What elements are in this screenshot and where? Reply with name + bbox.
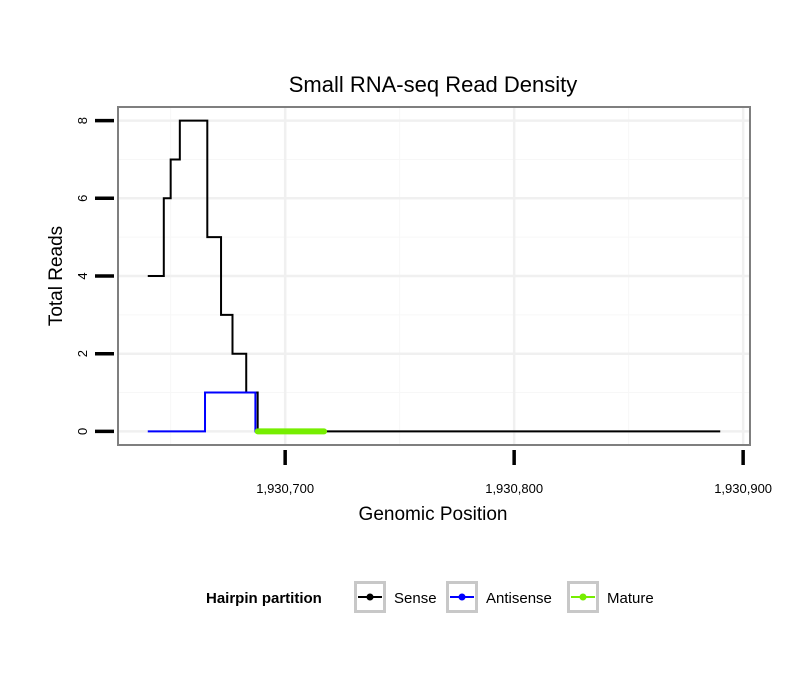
y-axis: 0 2 4 6 8: [75, 117, 114, 435]
series-layer: [147, 119, 721, 435]
legend-label: Antisense: [486, 590, 552, 607]
y-tick-label: 6: [75, 195, 90, 202]
y-tick-label: 4: [75, 272, 90, 279]
plot-border: [117, 106, 751, 446]
legend-title: Hairpin partition: [206, 590, 322, 607]
legend: Hairpin partition Sense Antisense Mature: [206, 581, 654, 613]
legend-item-antisense: Antisense: [446, 581, 552, 613]
x-tick-label: 1,930,900: [714, 481, 772, 496]
y-tick-label: 2: [75, 350, 90, 357]
chart-title: Small RNA-seq Read Density: [289, 72, 578, 97]
legend-label: Sense: [394, 590, 437, 607]
legend-item-sense: Sense: [354, 581, 437, 613]
legend-key-point: [366, 593, 374, 601]
y-axis-title: Total Reads: [46, 226, 67, 326]
x-tick-label: 1,930,700: [256, 481, 314, 496]
legend-label: Mature: [607, 590, 654, 607]
x-axis-title: Genomic Position: [359, 504, 508, 525]
y-tick-label: 0: [75, 428, 90, 435]
x-axis: 1,930,700 1,930,800 1,930,900: [256, 450, 772, 496]
legend-key-point: [579, 593, 587, 601]
legend-key-point: [458, 593, 466, 601]
x-tick-label: 1,930,800: [485, 481, 543, 496]
y-tick-label: 8: [75, 117, 90, 124]
legend-item-mature: Mature: [567, 581, 654, 613]
series-antisense-line: [147, 391, 263, 433]
